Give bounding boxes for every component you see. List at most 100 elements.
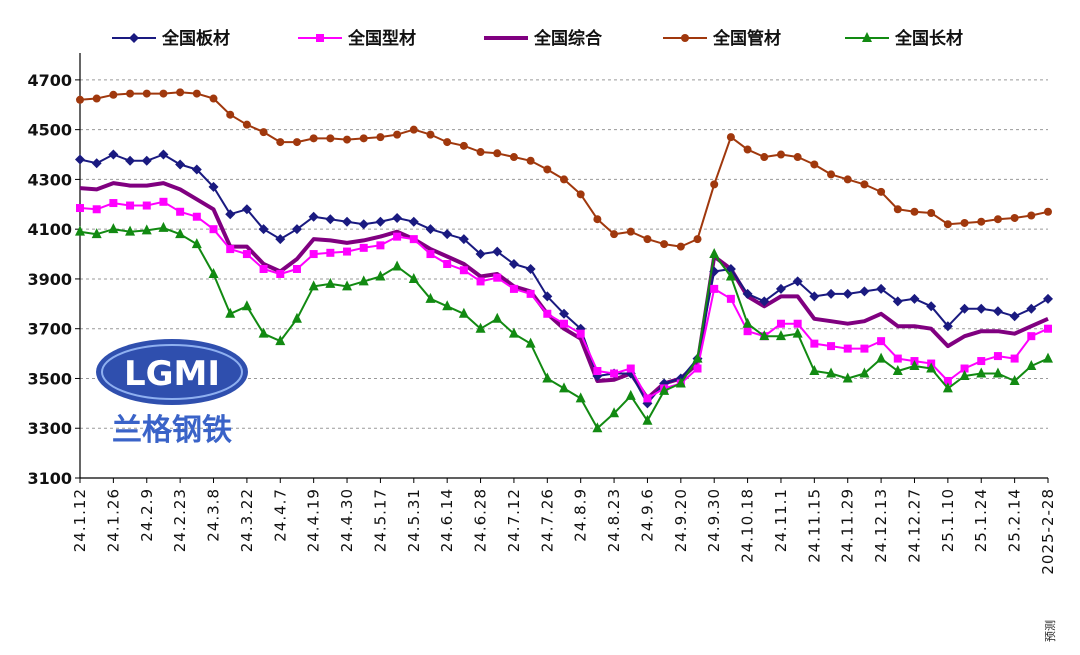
data-point bbox=[675, 377, 686, 388]
data-point bbox=[208, 181, 219, 192]
data-point bbox=[827, 170, 836, 179]
data-point bbox=[927, 209, 936, 218]
data-point bbox=[559, 382, 569, 393]
series-1 bbox=[75, 149, 1053, 409]
data-point bbox=[108, 149, 119, 160]
x-tick-label: 24.5.17 bbox=[371, 488, 389, 552]
data-point bbox=[475, 322, 486, 333]
data-point bbox=[960, 218, 969, 227]
data-point bbox=[392, 260, 403, 271]
data-point bbox=[543, 165, 552, 174]
data-point bbox=[259, 128, 268, 137]
data-point bbox=[125, 155, 136, 166]
y-tick-label: 4500 bbox=[27, 121, 72, 140]
data-point bbox=[560, 319, 568, 328]
data-point bbox=[109, 199, 118, 208]
x-tick-label: 24.7.12 bbox=[505, 488, 523, 552]
data-point bbox=[241, 204, 252, 215]
data-point bbox=[1043, 293, 1053, 304]
data-point bbox=[508, 327, 519, 338]
x-tick-label: 24.11.1 bbox=[772, 488, 790, 552]
x-tick-label: 24.4.30 bbox=[338, 488, 356, 552]
data-point bbox=[859, 286, 870, 297]
data-point bbox=[158, 149, 169, 160]
data-point bbox=[977, 357, 986, 366]
data-point bbox=[226, 245, 235, 254]
x-axis: 24.1.12 24.1.26 24.2.9 24.2.23 24.3.8 24.3.22… bbox=[71, 477, 1057, 575]
x-tick-label: 24.6.14 bbox=[438, 488, 456, 552]
data-point bbox=[893, 354, 902, 363]
data-point bbox=[191, 164, 202, 175]
data-point bbox=[827, 342, 836, 351]
data-point bbox=[325, 214, 336, 225]
data-point bbox=[960, 364, 969, 373]
data-point bbox=[393, 232, 402, 241]
data-point bbox=[860, 180, 869, 189]
data-point bbox=[309, 134, 318, 143]
data-point bbox=[509, 153, 518, 162]
x-tick-label: 24.8.9 bbox=[572, 488, 590, 542]
data-point bbox=[826, 367, 837, 378]
data-point bbox=[75, 225, 85, 236]
data-point bbox=[576, 190, 585, 199]
data-point bbox=[376, 133, 385, 142]
y-tick-label: 3500 bbox=[27, 369, 72, 388]
y-axis: 3100 3300 3500 3700 3900 4100 4300 4500 4700 bbox=[27, 53, 81, 488]
data-point bbox=[309, 250, 318, 259]
data-point bbox=[458, 307, 469, 318]
data-point bbox=[693, 364, 702, 373]
x-tick-label: 24.11.29 bbox=[839, 488, 857, 563]
data-point bbox=[942, 321, 953, 332]
data-point bbox=[742, 317, 753, 328]
data-point bbox=[376, 241, 385, 250]
data-point bbox=[142, 89, 151, 98]
data-point bbox=[426, 130, 435, 139]
data-point bbox=[91, 228, 102, 239]
data-point bbox=[492, 312, 503, 323]
x-tick-label: 2025-2-28 bbox=[1039, 488, 1057, 575]
data-point bbox=[793, 319, 802, 328]
legend-label: 全国型材 bbox=[347, 28, 416, 49]
data-point bbox=[842, 372, 853, 383]
legend-label: 全国管材 bbox=[712, 28, 781, 49]
data-point bbox=[493, 149, 502, 158]
data-point bbox=[342, 216, 353, 227]
data-point bbox=[843, 344, 852, 353]
data-point bbox=[425, 224, 436, 235]
series-line bbox=[79, 91, 1049, 248]
legend-item: 全国管材 bbox=[663, 28, 781, 49]
x-tick-label: 24.2.23 bbox=[171, 488, 189, 552]
data-point bbox=[141, 155, 152, 166]
data-point bbox=[842, 288, 853, 299]
data-point bbox=[409, 125, 418, 134]
data-point bbox=[959, 369, 970, 380]
data-point bbox=[743, 327, 752, 336]
data-point bbox=[343, 135, 352, 144]
data-point bbox=[326, 134, 335, 143]
data-point bbox=[959, 303, 970, 314]
data-point bbox=[476, 277, 485, 286]
data-point bbox=[743, 145, 752, 154]
data-point bbox=[559, 308, 569, 319]
x-tick-label: 24.10.18 bbox=[739, 488, 757, 563]
x-tick-label: 24.7.26 bbox=[538, 488, 556, 552]
data-point bbox=[659, 384, 670, 395]
data-point bbox=[877, 187, 886, 196]
data-point bbox=[1026, 360, 1037, 371]
data-point bbox=[759, 296, 770, 307]
data-point bbox=[75, 154, 85, 165]
data-point bbox=[893, 205, 902, 214]
data-point bbox=[792, 327, 803, 338]
data-point bbox=[1027, 332, 1036, 341]
y-tick-label: 3700 bbox=[27, 320, 72, 339]
legend-item: 全国板材 bbox=[112, 28, 230, 49]
data-point bbox=[909, 360, 920, 371]
series-4 bbox=[76, 88, 1052, 251]
data-point bbox=[775, 283, 786, 294]
data-point bbox=[876, 283, 887, 294]
data-point bbox=[759, 330, 770, 341]
y-tick-label: 3900 bbox=[27, 270, 72, 289]
data-point bbox=[92, 205, 101, 214]
x-tick-label: 24.2.9 bbox=[138, 488, 156, 542]
